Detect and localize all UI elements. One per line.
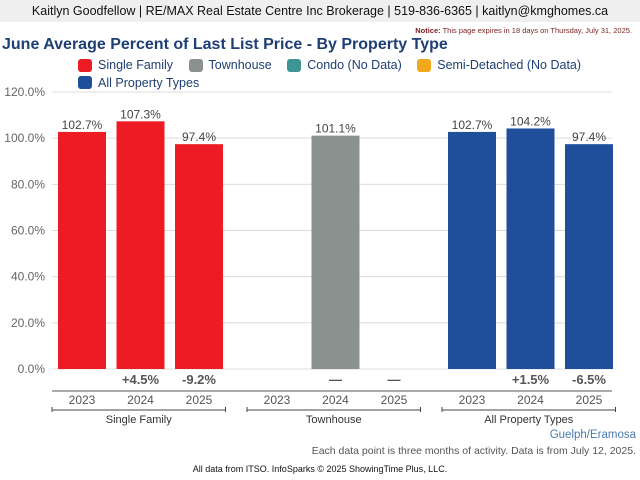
legend-item-semi-detached[interactable]: Semi-Detached (No Data): [417, 57, 581, 73]
legend-swatch: [287, 58, 302, 72]
legend-swatch: [78, 76, 92, 89]
x-tick-label: 2023: [264, 393, 291, 407]
x-tick-label: 2025: [381, 393, 408, 407]
data-note: Each data point is three months of activ…: [311, 445, 636, 457]
x-tick-label: 2024: [517, 393, 544, 407]
bar-value-label: 107.3%: [120, 107, 161, 121]
legend-item-single-family[interactable]: Single Family: [78, 57, 173, 73]
y-tick-label: 80.0%: [11, 177, 45, 191]
data-source: All data from ITSO. InfoSparks © 2025 Sh…: [192, 464, 448, 474]
legend-label: Condo (No Data): [307, 58, 402, 72]
bar-value-label: 97.4%: [182, 130, 216, 144]
group-label: All Property Types: [484, 414, 574, 426]
y-tick-label: 60.0%: [11, 224, 45, 238]
legend-label: Single Family: [98, 58, 174, 72]
x-tick-label: 2023: [459, 393, 486, 407]
x-tick-label: 2024: [127, 393, 154, 407]
legend-swatch: [188, 58, 203, 72]
bar-value-label: 102.7%: [62, 118, 103, 132]
x-tick-label: 2024: [322, 393, 349, 407]
bar: [116, 121, 165, 370]
bar-value-label: 104.2%: [510, 114, 551, 128]
change-label: —: [388, 372, 401, 387]
group-label: Townhouse: [306, 414, 362, 426]
y-tick-label: 100.0%: [4, 131, 45, 145]
geography-label: Guelph/Eramosa: [549, 429, 636, 441]
group-label: Single Family: [106, 414, 173, 426]
legend-label: All Property Types: [98, 75, 200, 90]
notice-text: This page expires in 18 days on Thursday…: [442, 26, 632, 35]
legend-item-all-property-types[interactable]: All Property Types: [78, 75, 199, 91]
legend-swatch: [417, 58, 432, 72]
bar: [448, 131, 496, 369]
bar: [565, 144, 613, 369]
legend-swatch: [78, 58, 92, 72]
bar: [175, 144, 223, 369]
x-tick-label: 2025: [576, 393, 603, 407]
change-label: -6.5%: [572, 372, 606, 387]
expiry-notice: Notice: This page expires in 18 days on …: [415, 26, 632, 35]
y-tick-label: 40.0%: [11, 270, 45, 284]
chart-title: June Average Percent of Last List Price …: [2, 36, 448, 53]
bar: [506, 128, 555, 369]
bar-chart: 0.0% 20.0% 40.0% 60.0% 80.0% 100.0% 120.0% 102.…: [4, 85, 616, 426]
x-tick-label: 2025: [186, 393, 213, 407]
contact-header: Kaitlyn Goodfellow | RE/MAX Real Estate …: [0, 0, 640, 22]
y-tick-label: 20.0%: [11, 316, 45, 330]
change-label: +4.5%: [122, 372, 160, 387]
bar-value-label: 97.4%: [572, 130, 606, 144]
legend-label: Semi-Detached (No Data): [437, 58, 582, 72]
change-label: -9.2%: [182, 372, 216, 387]
y-tick-label: 120.0%: [4, 85, 45, 99]
legend-item-condo[interactable]: Condo (No Data): [287, 57, 402, 73]
notice-label: Notice:: [415, 26, 441, 35]
y-tick-label: 0.0%: [18, 362, 46, 376]
change-label: +1.5%: [512, 372, 550, 387]
legend-item-townhouse[interactable]: Townhouse: [188, 57, 272, 73]
bar: [311, 135, 360, 369]
chart-legend: Single Family Townhouse Condo (No Data) …: [78, 57, 598, 92]
bar-value-label: 101.1%: [315, 122, 356, 136]
legend-label: Townhouse: [208, 58, 272, 72]
bar-value-label: 102.7%: [452, 118, 493, 132]
x-tick-label: 2023: [69, 393, 96, 407]
bar: [58, 131, 106, 369]
change-label: —: [329, 372, 342, 387]
